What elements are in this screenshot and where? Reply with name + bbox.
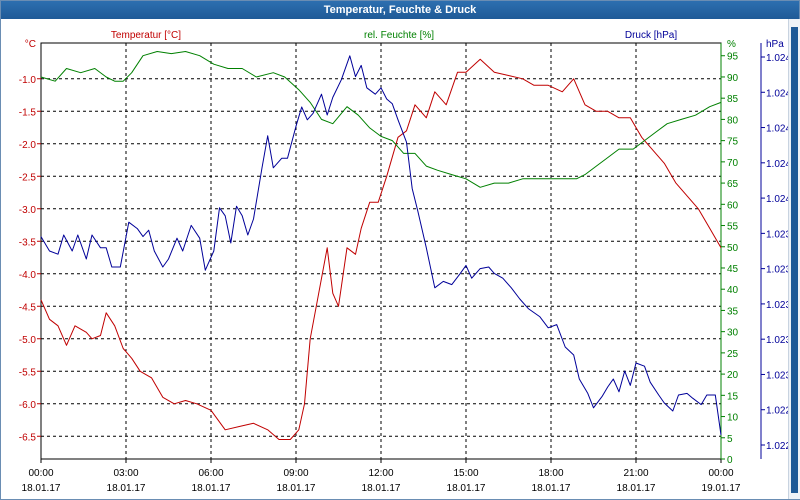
x-tick-label-date: 18.01.17 <box>447 483 486 494</box>
humidity-tick-label: 35 <box>727 306 739 317</box>
humidity-tick-label: 20 <box>727 370 739 381</box>
pressure-tick-label: 1.024 <box>766 194 791 205</box>
chart-canvas: 00:00 18.01.17 03:00 18.01.17 06:00 18.01.17 0… <box>19 30 792 494</box>
humidity-tick-label: 25 <box>727 349 739 360</box>
pressure-tick-label: 1.023 <box>766 370 791 381</box>
pressure-tick-label: 1.023 <box>766 229 791 240</box>
pressure-tick-label: 1.023 <box>766 300 791 311</box>
temperature-tick-label: -3.0 <box>19 205 37 216</box>
pressure-tick-label: 1.024 <box>766 53 791 64</box>
temperature-unit: °C <box>25 39 36 50</box>
pressure-tick-label: 1.023 <box>766 335 791 346</box>
x-tick-label-date: 18.01.17 <box>277 483 316 494</box>
pressure-tick-label: 1.024 <box>766 159 791 170</box>
x-tick-label-time: 03:00 <box>113 468 138 479</box>
humidity-tick-label: 10 <box>727 413 739 424</box>
temperature-tick-label: -2.5 <box>19 172 37 183</box>
temperature-tick-label: -1.0 <box>19 75 37 86</box>
humidity-tick-label: 60 <box>727 200 739 211</box>
x-tick-label-time: 15:00 <box>453 468 478 479</box>
pressure-tick-label: 1.024 <box>766 124 791 135</box>
x-tick-label-date: 18.01.17 <box>22 483 61 494</box>
x-tick-label-date: 18.01.17 <box>107 483 146 494</box>
humidity-tick-label: 65 <box>727 179 739 190</box>
pressure-tick-label: 1.022 <box>766 406 791 417</box>
temperature-axis-title: Temperatur [°C] <box>111 30 181 41</box>
x-tick-label-date: 19.01.17 <box>702 483 741 494</box>
humidity-tick-label: 55 <box>727 222 739 233</box>
humidity-tick-label: 85 <box>727 94 739 105</box>
humidity-tick-label: 0 <box>727 455 733 466</box>
humidity-tick-label: 15 <box>727 391 739 402</box>
humidity-tick-label: 5 <box>727 434 733 445</box>
x-tick-label-time: 12:00 <box>368 468 393 479</box>
temperature-tick-label: -3.5 <box>19 237 37 248</box>
humidity-tick-label: 70 <box>727 158 739 169</box>
humidity-line <box>40 51 722 188</box>
humidity-tick-label: 75 <box>727 137 739 148</box>
humidity-tick-label: 95 <box>727 52 739 63</box>
temperature-tick-label: -4.5 <box>19 302 37 313</box>
vertical-scrollbar[interactable] <box>788 19 800 499</box>
x-tick-label-date: 18.01.17 <box>532 483 571 494</box>
pressure-axis-title: Druck [hPa] <box>625 30 677 41</box>
x-tick-label-time: 09:00 <box>283 468 308 479</box>
humidity-tick-label: 90 <box>727 73 739 84</box>
humidity-tick-label: 50 <box>727 243 739 254</box>
temperature-tick-label: -4.0 <box>19 270 37 281</box>
humidity-tick-label: 40 <box>727 285 739 296</box>
temperature-tick-label: -5.0 <box>19 335 37 346</box>
temperature-tick-label: -6.0 <box>19 400 37 411</box>
temperature-tick-label: -2.0 <box>19 140 37 151</box>
temperature-tick-label: -6.5 <box>19 432 37 443</box>
pressure-tick-label: 1.023 <box>766 265 791 276</box>
x-tick-label-date: 18.01.17 <box>192 483 231 494</box>
humidity-tick-label: 80 <box>727 115 739 126</box>
scrollbar-thumb[interactable] <box>791 27 798 493</box>
pressure-unit: hPa <box>766 39 784 50</box>
humidity-axis-title: rel. Feuchte [%] <box>364 30 434 41</box>
x-tick-label-date: 18.01.17 <box>617 483 656 494</box>
humidity-unit: % <box>727 39 736 50</box>
x-tick-label-date: 18.01.17 <box>362 483 401 494</box>
pressure-line <box>40 55 722 436</box>
window-title: Temperatur, Feuchte & Druck <box>1 1 799 19</box>
x-tick-label-time: 21:00 <box>623 468 648 479</box>
x-tick-label-time: 18:00 <box>538 468 563 479</box>
pressure-tick-label: 1.024 <box>766 88 791 99</box>
x-tick-label-time: 00:00 <box>28 468 53 479</box>
x-tick-label-time: 00:00 <box>708 468 733 479</box>
humidity-tick-label: 30 <box>727 328 739 339</box>
temperature-tick-label: -5.5 <box>19 367 37 378</box>
humidity-tick-label: 45 <box>727 264 739 275</box>
temperature-tick-label: -1.5 <box>19 107 37 118</box>
x-tick-label-time: 06:00 <box>198 468 223 479</box>
temperature-line <box>40 58 722 440</box>
pressure-tick-label: 1.022 <box>766 441 791 452</box>
